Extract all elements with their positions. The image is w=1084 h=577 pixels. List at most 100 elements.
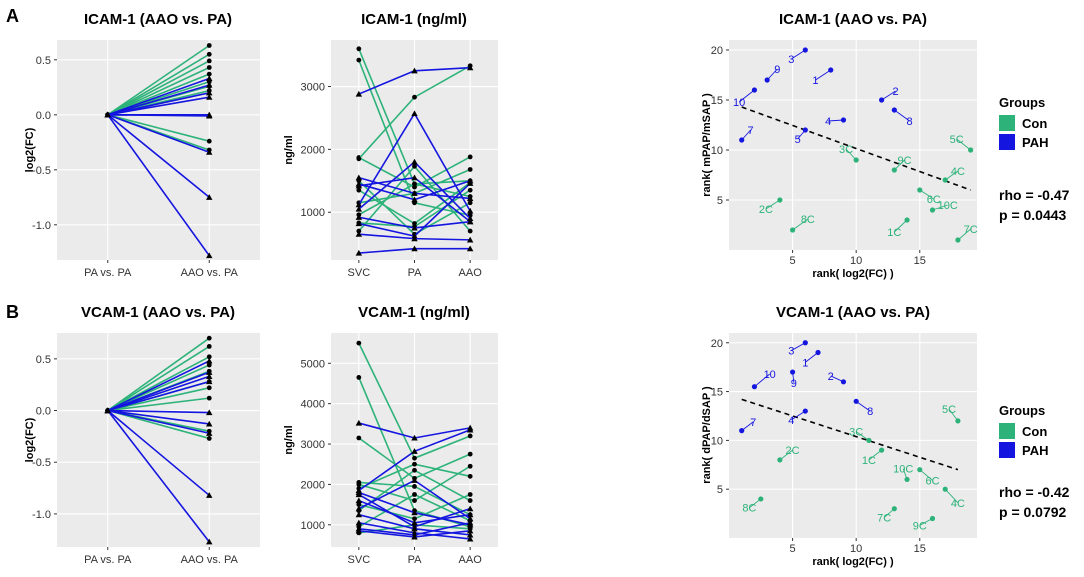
data-point-circle	[412, 492, 417, 497]
x-tick-label: 10	[850, 255, 862, 267]
data-point-circle	[412, 516, 417, 522]
point-label: 1C	[887, 227, 901, 239]
plot-background	[729, 333, 977, 538]
data-point-triangle	[206, 112, 213, 119]
label-leader-line	[792, 218, 809, 231]
point-label: 6C	[925, 475, 939, 487]
chart-title: ICAM-1 (ng/ml)	[361, 11, 467, 28]
data-point-triangle	[355, 174, 363, 181]
data-point	[955, 237, 961, 243]
y-tick-label: 20	[711, 45, 723, 57]
y-tick-label: 0.0	[36, 110, 51, 122]
data-point-circle	[467, 498, 473, 503]
data-point-circle	[206, 362, 212, 368]
data-point-circle	[356, 502, 362, 508]
data-point-circle	[356, 375, 362, 380]
chart-icam1-log2fc: ICAM-1 (AAO vs. PA) log2(FC) -1.0 -0.5 0.0 0.…	[24, 11, 260, 279]
point-label: 10	[733, 97, 745, 109]
point-label: 4C	[951, 166, 965, 178]
data-point-triangle	[466, 207, 474, 214]
data-point-triangle	[411, 525, 418, 532]
point-label: 4	[825, 116, 831, 128]
label-leader-line	[868, 449, 882, 461]
data-point-triangle	[355, 419, 363, 426]
series-line-pah	[107, 409, 210, 414]
chart-title: VCAM-1 (ng/ml)	[358, 304, 470, 321]
data-point-circle	[467, 228, 473, 234]
data-point-circle	[356, 57, 362, 63]
data-point	[942, 486, 948, 492]
series-line-con	[107, 66, 210, 116]
rho-text: rho = -0.42	[999, 484, 1070, 500]
series-line-con	[107, 60, 210, 116]
y-tick-label: 0.5	[36, 354, 51, 366]
data-point-circle	[467, 167, 473, 172]
data-point-triangle	[206, 81, 213, 88]
data-point-circle	[467, 187, 473, 193]
data-point-triangle	[411, 533, 418, 540]
legend-title: Groups	[999, 95, 1045, 110]
data-point-triangle	[466, 195, 474, 201]
point-label: 2	[828, 371, 834, 383]
data-point-circle	[206, 71, 212, 77]
data-point-triangle	[411, 448, 418, 454]
data-point-triangle	[206, 378, 213, 385]
data-point	[802, 47, 808, 53]
data-point-triangle	[411, 235, 418, 242]
legend-label-con: Con	[1022, 424, 1047, 439]
y-tick-label: 1000	[301, 207, 325, 219]
y-tick-label: -0.5	[32, 165, 51, 177]
x-tick-label: SVC	[348, 267, 371, 279]
data-point	[802, 408, 808, 414]
point-label: 5C	[950, 134, 964, 146]
chart-vcam1-rank-scatter: VCAM-1 (AAO vs. PA) rank( dPAP/dSAP ) 5 10 1…	[701, 304, 977, 568]
label-leader-line	[932, 204, 948, 211]
series-line-pah	[107, 375, 210, 412]
point-label: 7C	[964, 224, 978, 236]
series-line-con	[107, 44, 210, 116]
data-point-triangle	[355, 231, 363, 237]
data-point	[815, 349, 821, 356]
label-leader-line	[815, 69, 831, 81]
data-point-triangle	[355, 491, 363, 498]
point-label: 9	[774, 64, 780, 76]
data-point	[739, 428, 745, 434]
legend-swatch-pah	[999, 442, 1015, 458]
data-point-circle	[467, 492, 473, 497]
data-point	[929, 515, 936, 522]
data-point-triangle	[355, 527, 363, 534]
data-point-triangle	[355, 182, 363, 189]
stats-b: rho = -0.42 p = 0.0792	[999, 484, 1070, 520]
data-point-triangle	[104, 407, 111, 414]
point-label: 7	[750, 417, 756, 429]
data-point-triangle	[206, 409, 213, 416]
series-line-pah	[107, 114, 210, 117]
data-point-circle	[467, 473, 473, 479]
chart-vcam1-log2fc: VCAM-1 (AAO vs. PA) log2(FC) -1.0 -0.5 0.0 0.…	[24, 304, 260, 566]
point-label: 2C	[786, 445, 800, 457]
y-axis-title: log2(FC)	[24, 417, 36, 462]
data-point-triangle	[411, 190, 418, 196]
data-point-triangle	[355, 505, 363, 512]
y-tick-label: 4000	[301, 399, 325, 411]
y-axis-title: ng/ml	[283, 425, 295, 454]
data-point-triangle	[206, 538, 213, 545]
legend-swatch-con	[999, 423, 1015, 439]
data-point-circle	[206, 395, 212, 401]
data-point-triangle	[355, 497, 363, 504]
data-point-circle	[206, 354, 212, 360]
data-point-triangle	[466, 519, 474, 526]
y-tick-label: 20	[711, 338, 723, 350]
series-line-con	[107, 397, 210, 412]
x-axis-title: rank( log2(FC) )	[812, 556, 894, 568]
x-tick-label: 5	[790, 543, 796, 555]
data-point	[917, 467, 923, 473]
data-point-circle	[356, 187, 362, 193]
data-point-circle	[412, 498, 417, 503]
data-point-triangle	[466, 535, 474, 542]
data-point-circle	[206, 58, 212, 64]
y-tick-label: 3000	[301, 439, 325, 451]
chart-title: ICAM-1 (AAO vs. PA)	[779, 11, 927, 28]
data-point-triangle	[206, 420, 213, 427]
data-point	[777, 197, 783, 203]
